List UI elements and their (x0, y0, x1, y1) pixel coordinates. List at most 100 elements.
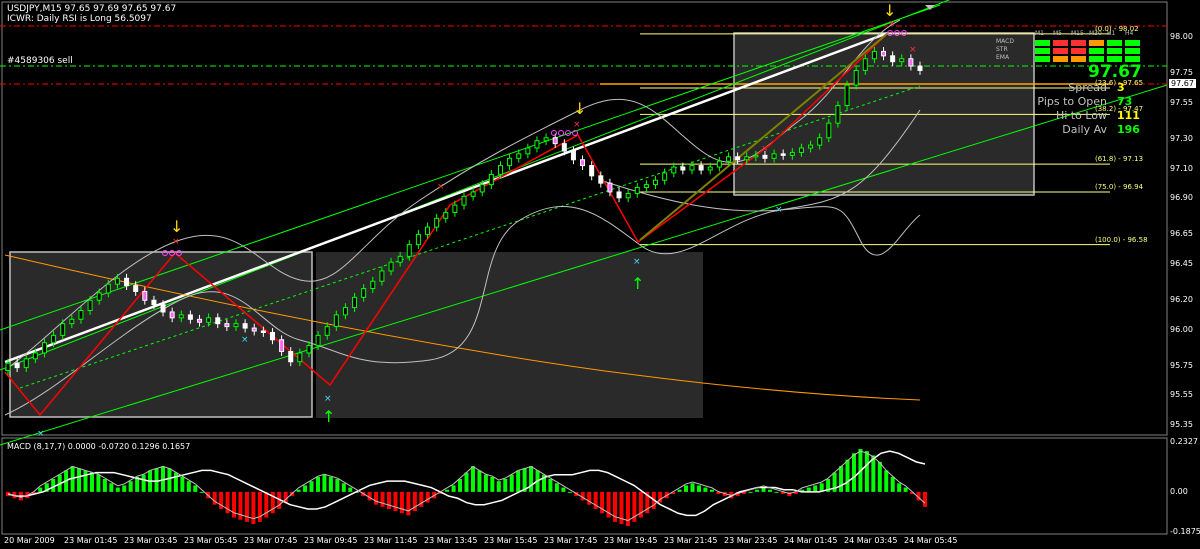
macd-histogram-bar (277, 491, 282, 509)
current-price-display: 97.67 (1088, 62, 1142, 82)
price-axis-label: 97.10 (1170, 163, 1193, 173)
candle-body (324, 326, 330, 336)
magenta-circle-marker (894, 30, 900, 36)
signal-grid-cell (1071, 48, 1086, 54)
macd-histogram-bar (793, 491, 798, 494)
candle-body (580, 159, 586, 167)
macd-histogram-bar (625, 491, 630, 527)
signal-grid-cell (1125, 48, 1140, 54)
candle-body (379, 270, 385, 282)
timeframe-label: M15 (1071, 30, 1084, 37)
macd-histogram-bar (923, 491, 927, 507)
candle-body (388, 261, 394, 272)
candle-body (853, 69, 859, 86)
timeframe-label: H1 (1107, 30, 1116, 37)
signal-grid-cell (1053, 40, 1068, 46)
info-row-label: Daily Av (1062, 123, 1107, 136)
macd-histogram-bar (522, 468, 527, 492)
signal-grid-cell (1107, 48, 1122, 54)
time-axis-label: 23 Mar 11:45 (364, 536, 418, 545)
candle-body (789, 151, 795, 156)
signal-grid-cell (1053, 48, 1068, 54)
macd-histogram-bar (257, 491, 262, 522)
candle-body (178, 314, 184, 319)
magenta-circle-marker (572, 130, 578, 136)
macd-histogram-bar (225, 491, 230, 514)
candle-body (443, 211, 449, 219)
sell-arrow-icon: ↓ (573, 99, 586, 118)
candle-body (96, 292, 102, 301)
macd-histogram-bar (554, 483, 559, 492)
sell-arrow-icon: ↓ (883, 1, 896, 20)
macd-histogram-bar (251, 491, 256, 524)
signal-grid-cell (1125, 56, 1140, 62)
candle-body (725, 156, 731, 162)
time-axis-label: 20 Mar 2009 (4, 536, 55, 545)
candle-body (124, 277, 130, 287)
macd-histogram-bar (451, 485, 456, 492)
candle-body (215, 317, 221, 325)
candle-body (689, 165, 695, 171)
time-axis-label: 23 Mar 19:45 (604, 536, 658, 545)
candle-body (105, 283, 111, 294)
macd-histogram-bar (128, 481, 133, 492)
macd-histogram-bar (419, 491, 424, 507)
time-axis-label: 23 Mar 15:45 (484, 536, 538, 545)
candle-body (114, 277, 120, 285)
range-shade-box (316, 252, 703, 418)
candle-body (835, 105, 841, 124)
macd-histogram-bar (425, 491, 430, 503)
red-x-marker: × (909, 45, 917, 55)
macd-histogram-bar (813, 485, 818, 492)
order-label: #4589306 sell (7, 56, 73, 66)
candle-body (197, 318, 203, 323)
macd-histogram-bar (102, 478, 107, 492)
macd-histogram-bar (387, 491, 392, 509)
macd-histogram-bar (503, 478, 508, 492)
macd-histogram-bar (212, 491, 217, 505)
candle-body (771, 153, 777, 159)
macd-histogram-bar (399, 491, 404, 514)
candle-body (671, 166, 677, 174)
macd-histogram-bar (445, 489, 450, 492)
macd-histogram-bar (374, 491, 379, 505)
macd-histogram-bar (800, 489, 805, 492)
rsi-status-line: ICWR: Daily RSI is Long 56.5097 (7, 14, 152, 24)
candle-body (406, 244, 412, 257)
signal-grid-cell (1107, 56, 1122, 62)
magenta-circle-marker (558, 130, 564, 136)
macd-histogram-bar (561, 487, 566, 492)
candle-body (14, 362, 20, 369)
macd-histogram-bar (671, 491, 676, 494)
macd-histogram-bar (296, 489, 301, 492)
macd-histogram-bar (632, 491, 637, 522)
indicator-label: STR (996, 46, 1008, 53)
price-axis-label: 95.55 (1170, 390, 1193, 400)
candle-body (41, 342, 47, 354)
red-x-marker: × (172, 237, 180, 247)
candle-body (297, 352, 303, 363)
price-axis-label: 98.00 (1170, 31, 1193, 41)
time-axis-label: 23 Mar 07:45 (244, 536, 298, 545)
candle-body (871, 50, 877, 60)
macd-histogram-bar (696, 485, 701, 492)
time-axis-label: 24 Mar 01:45 (784, 536, 838, 545)
macd-histogram-bar (199, 491, 204, 493)
candle-body (352, 296, 358, 309)
macd-histogram-bar (819, 483, 824, 492)
candle-body (5, 362, 11, 372)
trend-channel-line-1 (0, 84, 1168, 446)
macd-histogram-bar (606, 491, 611, 518)
macd-histogram-bar (44, 483, 49, 492)
macd-histogram-bar (83, 470, 88, 492)
macd-panel-border (1, 437, 1168, 535)
macd-histogram-bar (774, 491, 779, 493)
macd-histogram-bar (884, 470, 889, 492)
candle-body (160, 304, 166, 313)
info-row-label: Pips to Open (1037, 95, 1107, 108)
indicator-label: EMA (996, 54, 1010, 61)
macd-histogram-bar (709, 489, 714, 492)
red-x-marker: × (573, 120, 581, 130)
